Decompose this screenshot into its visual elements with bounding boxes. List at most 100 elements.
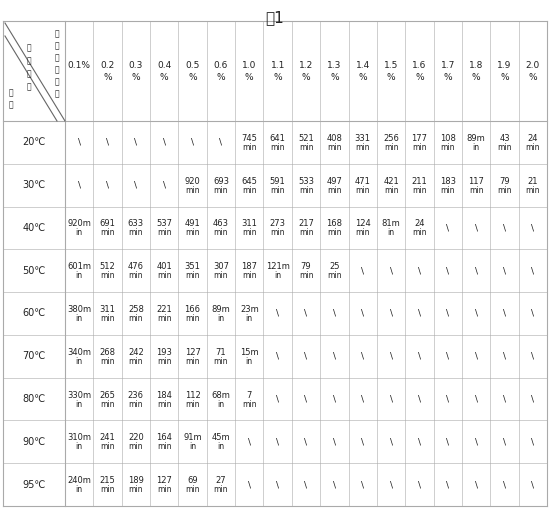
- Text: min: min: [129, 271, 143, 280]
- Text: min: min: [157, 442, 172, 451]
- Text: 183: 183: [440, 177, 456, 186]
- Text: \: \: [418, 266, 421, 275]
- Text: 温: 温: [9, 89, 13, 98]
- Text: 693: 693: [213, 177, 229, 186]
- Text: 15m: 15m: [240, 348, 258, 357]
- Text: min: min: [157, 271, 172, 280]
- Text: \: \: [446, 352, 449, 361]
- Text: 920: 920: [185, 177, 200, 186]
- Text: min: min: [185, 485, 200, 494]
- Text: min: min: [242, 271, 256, 280]
- Text: min: min: [100, 400, 115, 409]
- Text: 691: 691: [100, 219, 116, 229]
- Text: 0.3: 0.3: [129, 61, 143, 70]
- Text: 89m: 89m: [212, 305, 230, 314]
- Text: \: \: [475, 223, 477, 233]
- Text: min: min: [412, 229, 427, 237]
- Text: 645: 645: [241, 177, 257, 186]
- Text: \: \: [389, 266, 393, 275]
- Text: \: \: [418, 352, 421, 361]
- Text: \: \: [248, 437, 251, 446]
- Text: \: \: [305, 437, 307, 446]
- Text: 0.5: 0.5: [185, 61, 200, 70]
- Text: 168: 168: [326, 219, 342, 229]
- Text: \: \: [106, 138, 109, 147]
- Text: %: %: [103, 72, 112, 81]
- Text: 307: 307: [213, 262, 229, 271]
- Text: min: min: [327, 143, 342, 152]
- Text: 920m: 920m: [67, 219, 91, 229]
- Text: %: %: [472, 72, 481, 81]
- Text: 60℃: 60℃: [23, 308, 46, 319]
- Text: 240m: 240m: [67, 476, 91, 485]
- Text: min: min: [355, 186, 370, 194]
- Text: 166: 166: [185, 305, 201, 314]
- Text: 127: 127: [156, 476, 172, 485]
- Text: 43: 43: [499, 134, 510, 143]
- Text: 745: 745: [241, 134, 257, 143]
- Text: 591: 591: [270, 177, 285, 186]
- Text: \: \: [446, 394, 449, 404]
- Text: %: %: [131, 72, 140, 81]
- Text: 633: 633: [128, 219, 144, 229]
- Text: in: in: [189, 442, 196, 451]
- Text: \: \: [503, 394, 506, 404]
- Text: min: min: [299, 271, 314, 280]
- Text: \: \: [503, 352, 506, 361]
- Text: 463: 463: [213, 219, 229, 229]
- Text: 117: 117: [468, 177, 484, 186]
- Text: \: \: [305, 394, 307, 404]
- Text: in: in: [75, 442, 82, 451]
- Text: \: \: [531, 309, 534, 318]
- Text: min: min: [526, 143, 540, 152]
- Text: %: %: [302, 72, 310, 81]
- Text: 351: 351: [185, 262, 201, 271]
- Text: %: %: [387, 72, 395, 81]
- Text: \: \: [305, 480, 307, 489]
- Text: 641: 641: [270, 134, 285, 143]
- Text: \: \: [503, 223, 506, 233]
- Text: min: min: [469, 186, 483, 194]
- Text: 20℃: 20℃: [23, 137, 46, 148]
- Text: \: \: [418, 309, 421, 318]
- Text: in: in: [217, 314, 224, 323]
- Text: 应: 应: [27, 56, 31, 65]
- Text: min: min: [185, 271, 200, 280]
- Text: 79: 79: [301, 262, 311, 271]
- Text: \: \: [531, 352, 534, 361]
- Text: min: min: [412, 143, 427, 152]
- Text: 242: 242: [128, 348, 144, 357]
- Text: 71: 71: [216, 348, 226, 357]
- Text: \: \: [361, 309, 364, 318]
- Text: 2.0: 2.0: [526, 61, 540, 70]
- Text: \: \: [475, 266, 477, 275]
- Text: 91m: 91m: [183, 433, 202, 442]
- Text: min: min: [214, 229, 228, 237]
- Text: 108: 108: [440, 134, 456, 143]
- Text: min: min: [129, 357, 143, 366]
- Text: 471: 471: [355, 177, 371, 186]
- Text: 211: 211: [411, 177, 427, 186]
- Text: \: \: [418, 394, 421, 404]
- Text: in: in: [472, 143, 480, 152]
- Text: 0.1%: 0.1%: [68, 61, 91, 70]
- Text: 1.2: 1.2: [299, 61, 313, 70]
- Text: %: %: [330, 72, 339, 81]
- Text: min: min: [242, 143, 256, 152]
- Text: 220: 220: [128, 433, 144, 442]
- Text: \: \: [276, 352, 279, 361]
- Text: 380m: 380m: [67, 305, 91, 314]
- Text: in: in: [75, 314, 82, 323]
- Text: \: \: [446, 480, 449, 489]
- Text: \: \: [503, 266, 506, 275]
- Text: \: \: [531, 480, 534, 489]
- Text: in: in: [75, 271, 82, 280]
- Text: %: %: [500, 72, 509, 81]
- Text: min: min: [214, 271, 228, 280]
- Text: 反: 反: [27, 43, 31, 52]
- Text: 1.7: 1.7: [441, 61, 455, 70]
- Text: 1.3: 1.3: [327, 61, 342, 70]
- Text: min: min: [100, 442, 115, 451]
- Text: 68m: 68m: [212, 390, 230, 400]
- Text: min: min: [100, 485, 115, 494]
